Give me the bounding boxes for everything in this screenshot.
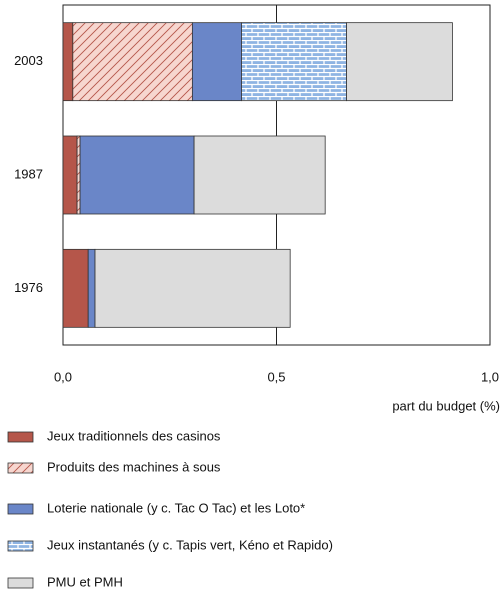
legend-swatch: [7, 577, 34, 589]
x-tick-label: 1,0: [481, 369, 499, 384]
x-tick-label: 0,5: [267, 369, 285, 384]
bar-segment: [62, 22, 74, 102]
legend-swatch: [7, 503, 34, 515]
bar-segment: [94, 248, 291, 328]
bar-segment: [193, 135, 326, 215]
x-axis-label: part du budget (%): [392, 398, 500, 413]
y-tick-label: 2003: [14, 53, 43, 68]
bar-segment: [76, 135, 81, 215]
legend-label: Loterie nationale (y c. Tac O Tac) et le…: [47, 500, 305, 515]
legend-swatch: [7, 462, 34, 474]
bar-segment: [191, 22, 242, 102]
y-tick-label: 1976: [14, 280, 43, 295]
bar-segment: [62, 135, 78, 215]
bar-segment: [62, 248, 89, 328]
bar-segment: [79, 135, 195, 215]
legend-swatch: [7, 540, 34, 552]
y-tick-label: 1987: [14, 166, 43, 181]
bar-segment: [87, 248, 96, 328]
bar-segment: [241, 22, 347, 102]
bar-segment: [72, 22, 193, 102]
x-tick-label: 0,0: [54, 369, 72, 384]
legend-label: Jeux instantanés (y c. Tapis vert, Kéno …: [47, 537, 333, 552]
legend-label: PMU et PMH: [47, 574, 123, 589]
bar-segment: [346, 22, 453, 102]
legend-label: Jeux traditionnels des casinos: [47, 428, 221, 443]
legend-swatch: [7, 431, 34, 443]
legend-label: Produits des machines à sous: [47, 459, 221, 474]
